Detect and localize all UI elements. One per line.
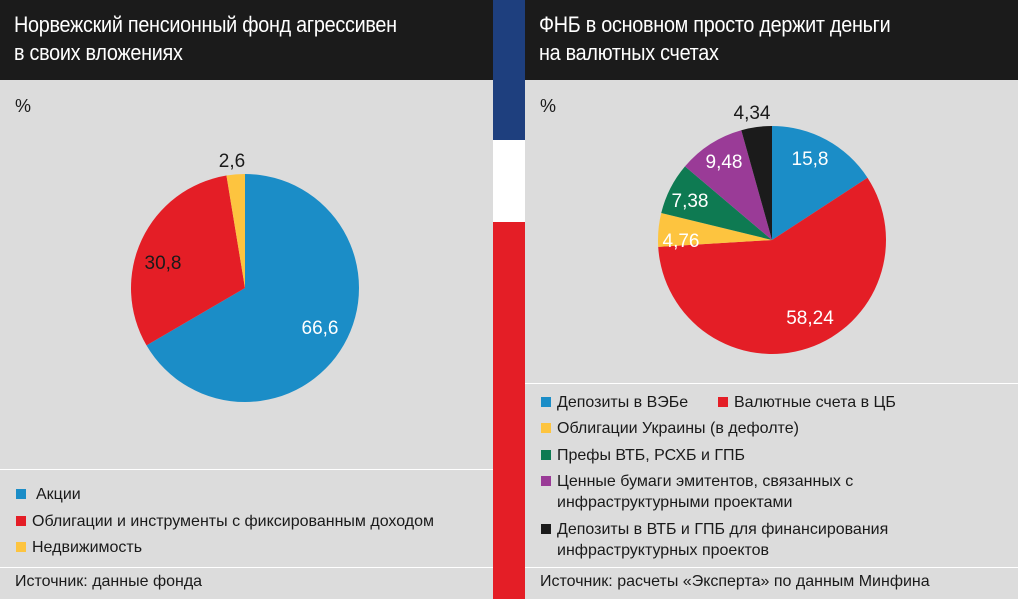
right-legend-label-prefy: Префы ВТБ, РСХБ и ГПБ [557, 447, 745, 464]
right-legend-swatch-depozity-vtb [541, 524, 551, 534]
left-legend-swatch-nedvizhimost [16, 542, 26, 552]
flag-red-band [493, 222, 525, 599]
right-pie-slice-label-3: 7,38 [672, 191, 709, 212]
right-legend-label-depozity-veb: Депозиты в ВЭБе [557, 394, 689, 411]
right-legend-swatch-depozity-veb [541, 397, 551, 407]
right-pie-slice-0 [772, 126, 868, 240]
left-pie-slice-label-2: 2,6 [219, 151, 245, 172]
right-legend-label-obligacii-ukrainy: Облигации Украины (в дефолте) [557, 420, 799, 437]
left-pie-slice-2 [226, 174, 245, 288]
right-legend-label-valyutnye-scheta: Валютные счета в ЦБ [734, 394, 896, 411]
right-chart-source: Источник: расчеты «Эксперта» по данным М… [540, 573, 930, 590]
right-legend-swatch-cennye-bumagi [541, 476, 551, 486]
left-legend-swatch-obligacii [16, 516, 26, 526]
right-pie-slice-5 [741, 126, 772, 240]
left-pie-chart: 66,6 30,8 2,6 [131, 151, 359, 403]
right-chart-title-line-1: ФНБ в основном просто держит деньги [539, 12, 891, 37]
right-pie-slice-2 [658, 213, 772, 247]
right-legend-label-cennye-bumagi: Ценные бумаги эмитентов, связанных с инф… [557, 473, 854, 511]
flag-white-band [493, 140, 525, 222]
right-pie-slice-1 [658, 177, 887, 355]
left-pie-slice-1 [131, 175, 245, 346]
right-chart-header: ФНБ в основном просто держит деньги на в… [525, 0, 1018, 80]
left-chart-source: Источник: данные фонда [15, 573, 203, 590]
right-pie-slice-label-4: 9,48 [706, 152, 743, 173]
right-pie-chart: 15,8 58,24 4,76 7,38 9,48 4,34 [658, 103, 887, 355]
left-chart-unit: % [15, 96, 32, 116]
russian-flag-strip [493, 0, 525, 599]
left-legend-label-obligacii: Облигации и инструменты с фиксированным … [32, 513, 435, 530]
right-chart-unit: % [540, 96, 557, 116]
right-chart-title-line-2: на валютных счетах [539, 40, 719, 65]
left-chart-panel: Норвежский пенсионный фонд агрессивен в … [0, 0, 493, 599]
flag-blue-band [493, 0, 525, 140]
right-legend-swatch-obligacii-ukrainy [541, 423, 551, 433]
right-pie-slice-4 [684, 130, 772, 240]
left-pie-slice-label-0: 66,6 [302, 318, 339, 339]
left-legend-label-akcii: Акции [36, 486, 81, 503]
left-legend-swatch-akcii [16, 489, 26, 499]
right-pie-slice-label-0: 15,8 [792, 149, 829, 170]
right-pie-slice-label-5: 4,34 [734, 103, 771, 124]
left-chart-title-line-2: в своих вложениях [14, 40, 183, 65]
right-pie-slice-label-1: 58,24 [786, 308, 834, 329]
right-legend-swatch-prefy [541, 450, 551, 460]
left-chart-legend: Акции Облигации и инструменты с фиксиров… [0, 469, 493, 568]
right-pie-slice-3 [661, 166, 772, 240]
right-chart-panel: ФНБ в основном просто держит деньги на в… [525, 0, 1018, 599]
left-chart-title-line-1: Норвежский пенсионный фонд агрессивен [14, 12, 397, 37]
right-chart-legend: Депозиты в ВЭБе Валютные счета в ЦБ Обли… [525, 383, 1018, 568]
left-chart-header: Норвежский пенсионный фонд агрессивен в … [0, 0, 493, 80]
right-legend-swatch-valyutnye-scheta [718, 397, 728, 407]
right-pie-slice-label-2: 4,76 [663, 231, 700, 252]
left-legend-label-nedvizhimost: Недвижимость [32, 539, 143, 556]
left-pie-slice-label-1: 30,8 [145, 253, 182, 274]
right-legend-label-depozity-vtb: Депозиты в ВТБ и ГПБ для финансирования … [557, 521, 889, 559]
left-pie-slice-0 [146, 174, 359, 403]
